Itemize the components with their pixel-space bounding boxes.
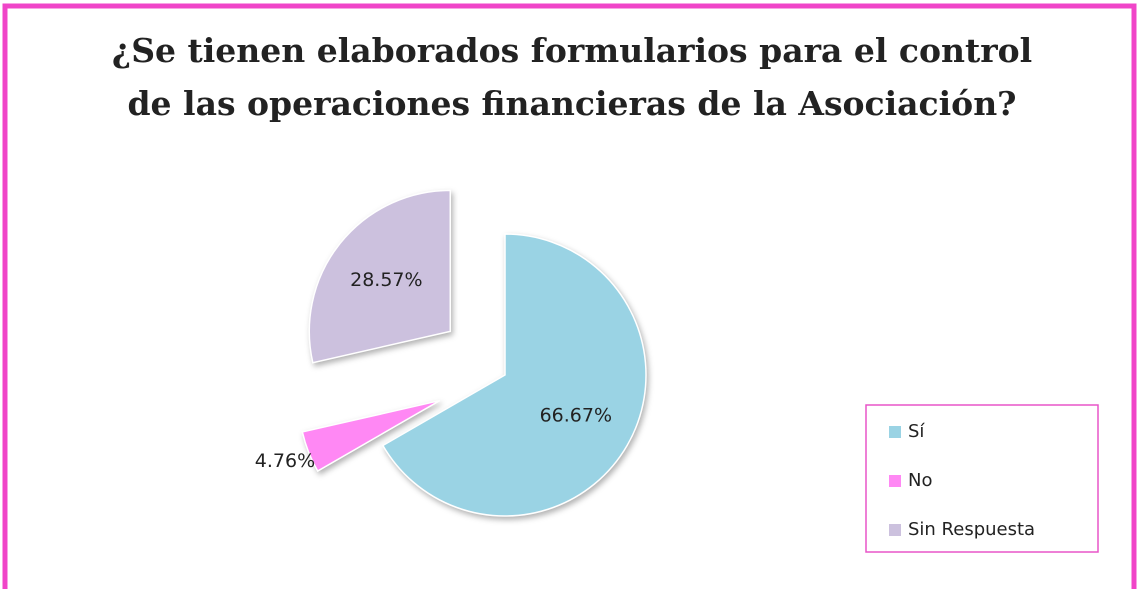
legend-swatch xyxy=(889,475,901,487)
pie-slice xyxy=(308,189,452,364)
legend-label: Sí xyxy=(908,421,925,442)
data-label: 66.67% xyxy=(540,404,612,426)
legend-box xyxy=(865,404,1099,553)
legend-label: No xyxy=(908,470,932,491)
legend-swatch xyxy=(889,524,901,536)
pie-slice xyxy=(381,233,647,517)
data-label: 28.57% xyxy=(350,269,422,291)
frame xyxy=(2,3,1137,589)
legend-swatch xyxy=(889,426,901,438)
data-label: 4.76% xyxy=(255,450,315,472)
pie-slice xyxy=(301,399,441,473)
chart-title: de las operaciones financieras de la Aso… xyxy=(127,84,1016,123)
legend-label: Sin Respuesta xyxy=(908,519,1035,540)
chart-title: ¿Se tienen elaborados formularios para e… xyxy=(112,31,1032,70)
